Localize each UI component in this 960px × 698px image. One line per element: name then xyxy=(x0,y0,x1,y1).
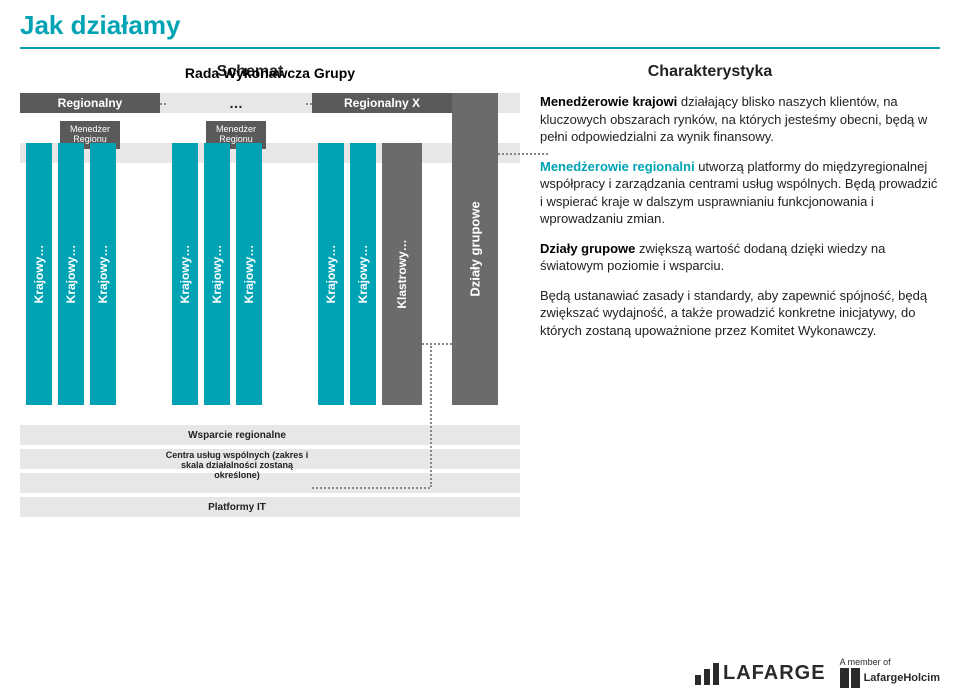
wsparcie-label: Wsparcie regionalne xyxy=(162,425,312,445)
regional-1: Regionalny xyxy=(20,93,160,113)
dzialy-grupowe-bar: Działy grupowe xyxy=(452,93,498,405)
lafarge-text: LAFARGE xyxy=(723,662,826,685)
krajowy-label: Krajowy… xyxy=(178,245,192,304)
connector xyxy=(498,153,548,155)
member-of: A member of xyxy=(840,658,940,668)
regional-2: Regionalny X xyxy=(312,93,452,113)
connector xyxy=(430,343,432,487)
bold-1: Menedżerowie krajowi xyxy=(540,94,677,109)
krajowy-bar-6: Krajowy… xyxy=(236,143,262,405)
krajowy-bar-1: Krajowy… xyxy=(26,143,52,405)
krajowy-bar-2: Krajowy… xyxy=(58,143,84,405)
connector xyxy=(160,103,166,105)
connector xyxy=(422,343,452,345)
bold-3: Działy grupowe xyxy=(540,241,635,256)
title-rule xyxy=(20,47,940,49)
page-title: Jak działamy xyxy=(0,0,960,41)
connector xyxy=(306,103,312,105)
krajowy-bar-3: Krajowy… xyxy=(90,143,116,405)
para-2: Menedżerowie regionalni utworzą platform… xyxy=(540,158,940,228)
para-4: Będą ustanawiać zasady i standardy, aby … xyxy=(540,287,940,340)
footer: LAFARGE A member of LafargeHolcim xyxy=(695,658,940,688)
krajowy-bar-8: Krajowy… xyxy=(350,143,376,405)
klastrowy-label: Klastrowy… xyxy=(395,239,409,308)
krajowy-label: Krajowy… xyxy=(32,245,46,304)
krajowy-bar-7: Krajowy… xyxy=(318,143,344,405)
connector xyxy=(312,487,430,489)
subtitle-charakterystyka: Charakterystyka xyxy=(480,63,940,81)
para-3: Działy grupowe zwiększą wartość dodaną d… xyxy=(540,240,940,275)
krajowy-bar-4: Krajowy… xyxy=(172,143,198,405)
main-area: Rada Wykonawcza Grupy Regionalny … Regio… xyxy=(20,93,940,352)
platformy-label: Platformy IT xyxy=(162,497,312,517)
bold-2: Menedżerowie regionalni xyxy=(540,159,695,174)
para-1: Menedżerowie krajowi działający blisko n… xyxy=(540,93,940,146)
lafarge-bars-icon xyxy=(695,663,719,685)
lh-text: LafargeHolcim xyxy=(864,672,940,684)
krajowy-label: Krajowy… xyxy=(242,245,256,304)
description: Menedżerowie krajowi działający blisko n… xyxy=(540,93,940,352)
krajowy-bar-5: Krajowy… xyxy=(204,143,230,405)
rada-label: Rada Wykonawcza Grupy xyxy=(170,65,370,81)
lh-mark-icon xyxy=(840,668,860,688)
dzialy-label: Działy grupowe xyxy=(468,201,483,296)
krajowy-label: Krajowy… xyxy=(210,245,224,304)
krajowy-label: Krajowy… xyxy=(324,245,338,304)
krajowy-label: Krajowy… xyxy=(356,245,370,304)
subtitles-row: Schemat Charakterystyka xyxy=(20,63,940,81)
krajowy-label: Krajowy… xyxy=(96,245,110,304)
member-block: A member of LafargeHolcim xyxy=(840,658,940,688)
klastrowy-bar: Klastrowy… xyxy=(382,143,422,405)
diagram: Rada Wykonawcza Grupy Regionalny … Regio… xyxy=(20,93,520,352)
krajowy-label: Krajowy… xyxy=(64,245,78,304)
lafarge-logo: LAFARGE xyxy=(695,662,826,685)
regional-dots: … xyxy=(166,93,306,113)
centra-label: Centra usług wspólnych (zakres i skala d… xyxy=(162,451,312,481)
lafargeholcim-logo: LafargeHolcim xyxy=(840,668,940,688)
